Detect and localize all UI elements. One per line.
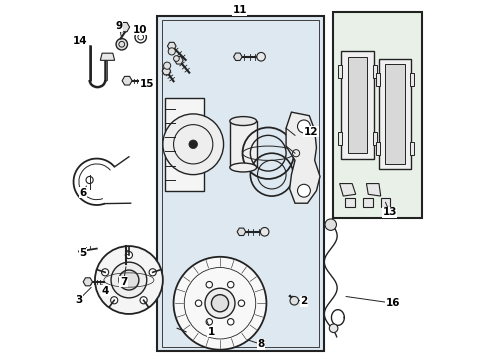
Circle shape [122, 30, 123, 32]
Text: 8: 8 [257, 339, 265, 349]
Ellipse shape [230, 163, 257, 172]
Circle shape [189, 140, 197, 149]
Circle shape [168, 48, 175, 55]
Circle shape [173, 56, 179, 62]
Text: 9: 9 [116, 21, 123, 31]
Circle shape [325, 219, 337, 230]
Circle shape [227, 319, 234, 325]
Polygon shape [237, 228, 245, 235]
Circle shape [119, 270, 139, 290]
Polygon shape [83, 278, 93, 286]
Text: 4: 4 [102, 286, 109, 296]
Text: 14: 14 [73, 36, 87, 46]
Bar [338, 132, 342, 145]
Circle shape [297, 120, 310, 133]
Circle shape [95, 246, 163, 314]
Bar [376, 73, 380, 86]
Circle shape [206, 319, 213, 325]
Bar [373, 65, 377, 78]
Text: 2: 2 [300, 296, 308, 306]
Circle shape [173, 257, 267, 350]
Bar [338, 65, 342, 78]
Bar [363, 198, 373, 207]
Circle shape [163, 114, 223, 175]
Circle shape [111, 297, 118, 304]
Text: 13: 13 [382, 207, 397, 217]
Circle shape [116, 39, 127, 50]
Polygon shape [286, 112, 320, 203]
Polygon shape [100, 53, 115, 60]
Text: 5: 5 [79, 248, 86, 258]
Polygon shape [340, 184, 356, 196]
Bar [411, 141, 415, 155]
Polygon shape [367, 184, 381, 196]
Circle shape [111, 262, 147, 298]
Circle shape [101, 269, 109, 276]
Polygon shape [168, 42, 176, 50]
Bar [333, 12, 422, 217]
Polygon shape [379, 59, 411, 169]
Circle shape [227, 282, 234, 288]
Bar [345, 198, 355, 207]
Text: 6: 6 [79, 188, 86, 198]
Bar [162, 20, 319, 347]
Circle shape [260, 228, 269, 236]
Text: 16: 16 [386, 298, 400, 308]
Polygon shape [162, 67, 171, 75]
Polygon shape [165, 98, 204, 191]
Circle shape [126, 23, 127, 24]
Circle shape [126, 30, 127, 32]
Text: 15: 15 [140, 78, 154, 89]
Polygon shape [119, 22, 130, 32]
Polygon shape [122, 76, 132, 85]
Circle shape [205, 288, 235, 318]
Circle shape [297, 184, 310, 197]
Text: 3: 3 [75, 295, 82, 305]
Circle shape [206, 282, 213, 288]
Bar [157, 16, 323, 351]
Circle shape [125, 251, 132, 258]
Text: 12: 12 [304, 127, 318, 137]
Polygon shape [386, 64, 405, 164]
Circle shape [257, 53, 266, 61]
Circle shape [128, 26, 129, 28]
Bar [381, 198, 390, 207]
Circle shape [164, 62, 171, 69]
Bar [411, 73, 415, 86]
Circle shape [211, 295, 228, 312]
Polygon shape [234, 53, 242, 60]
Polygon shape [342, 51, 373, 158]
Circle shape [140, 297, 147, 304]
Text: 7: 7 [120, 277, 127, 287]
Circle shape [119, 26, 121, 28]
Circle shape [122, 23, 123, 24]
Polygon shape [348, 57, 367, 153]
Text: 11: 11 [232, 5, 247, 15]
Text: 1: 1 [207, 327, 215, 337]
Bar [230, 121, 257, 167]
Ellipse shape [230, 117, 257, 126]
Circle shape [329, 324, 338, 333]
Polygon shape [174, 57, 183, 64]
Text: 10: 10 [132, 25, 147, 35]
Bar [373, 132, 377, 145]
Circle shape [290, 296, 298, 305]
Circle shape [238, 300, 245, 306]
Circle shape [149, 269, 156, 276]
Circle shape [196, 300, 202, 306]
Bar [376, 141, 380, 155]
